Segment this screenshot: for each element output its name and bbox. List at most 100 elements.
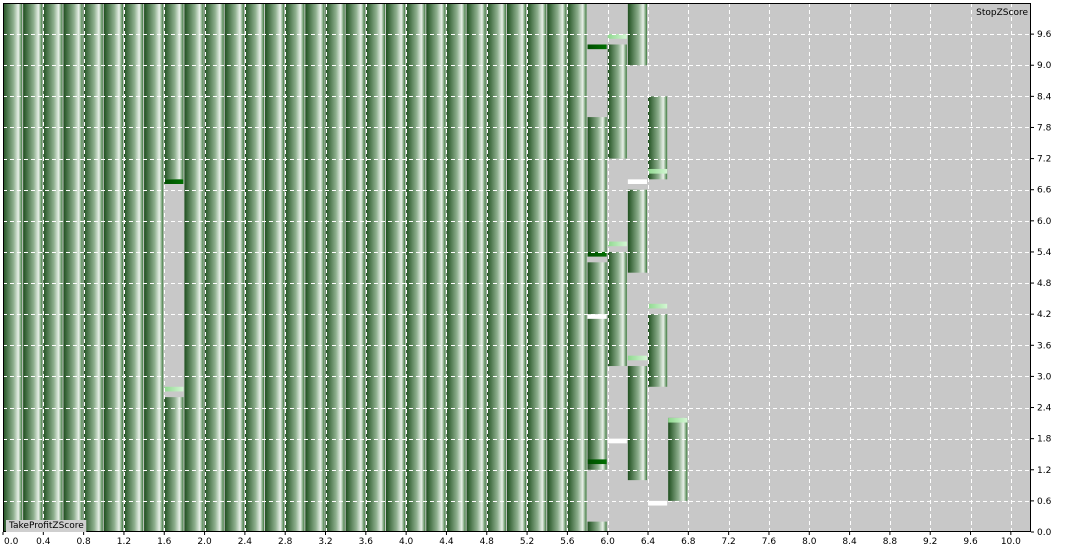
y-tick-label: 2.4 xyxy=(1037,404,1052,414)
x-tick-label: 4.8 xyxy=(480,537,495,547)
y-tick-label: 8.4 xyxy=(1037,92,1052,102)
y-axis-label: StopZScore xyxy=(976,8,1028,18)
highlight-cell xyxy=(607,34,627,39)
heatmap-cell xyxy=(164,397,184,532)
x-tick-label: 8.4 xyxy=(842,537,857,547)
heatmap-cells xyxy=(3,3,688,532)
y-tick-label: 3.0 xyxy=(1037,372,1052,382)
highlight-cell xyxy=(648,303,668,309)
y-axis-ticks: 0.0 0.6 1.2 1.8 2.4 3.0 3.6 4.2 4.8 5.4 6.0 6.6 7.2 7… xyxy=(1031,30,1052,538)
heatmap-cell xyxy=(305,3,325,532)
x-tick-label: 2.4 xyxy=(238,537,253,547)
x-tick-label: 7.2 xyxy=(721,537,735,547)
heatmap-cell xyxy=(345,3,365,532)
highlight-cell xyxy=(648,500,668,506)
heatmap-cell xyxy=(587,262,607,470)
y-tick-label: 7.8 xyxy=(1037,123,1052,133)
heatmap-cell xyxy=(668,417,688,501)
x-tick-label: 9.6 xyxy=(963,537,978,547)
highlight-cell xyxy=(587,251,607,257)
heatmap-cell xyxy=(265,3,285,532)
heatmap-cell xyxy=(627,189,648,273)
highlight-cell xyxy=(164,179,184,185)
y-tick-label: 5.4 xyxy=(1037,248,1052,258)
x-tick-label: 9.2 xyxy=(923,537,937,547)
x-tick-label: 4.4 xyxy=(439,537,454,547)
highlight-cell xyxy=(648,168,668,174)
x-tick-label: 10.0 xyxy=(1001,537,1021,547)
heatmap-cell xyxy=(406,3,426,532)
heatmap-cell xyxy=(627,3,648,66)
highlight-cell xyxy=(668,417,688,423)
heatmap-cell xyxy=(426,3,446,532)
plot-frame xyxy=(3,3,1031,532)
heatmap-cell xyxy=(446,3,466,532)
heatmap-cell xyxy=(385,3,406,532)
heatmap-cell xyxy=(607,44,627,159)
x-tick-label: 5.6 xyxy=(560,537,575,547)
grid-lines xyxy=(3,3,1031,533)
x-tick-label: 3.2 xyxy=(318,537,332,547)
heatmap-cell xyxy=(204,3,224,532)
y-tick-label: 6.6 xyxy=(1037,186,1052,196)
heatmap-cell xyxy=(607,251,627,367)
heatmap-cell xyxy=(466,3,486,532)
x-tick-label: 1.2 xyxy=(117,537,131,547)
heatmap-cell xyxy=(63,3,83,532)
y-tick-label: 1.8 xyxy=(1037,435,1052,445)
heatmap-cell xyxy=(627,366,648,481)
highlight-cell xyxy=(607,438,627,444)
x-tick-label: 8.0 xyxy=(802,537,817,547)
x-axis-label: TakeProfitZScore xyxy=(8,521,84,531)
highlight-cell xyxy=(587,314,607,319)
highlight-cell xyxy=(627,179,648,185)
x-axis-ticks: 0.0 0.4 0.8 1.2 1.6 2.0 2.4 2.8 3.2 3.6 4.0 4.4 4.8 5… xyxy=(2,532,1021,547)
heatmap-cell xyxy=(648,314,668,387)
heatmap-cell xyxy=(587,117,607,252)
highlight-cell xyxy=(587,44,607,50)
heatmap-cell xyxy=(244,3,265,532)
x-tick-label: 3.6 xyxy=(359,537,374,547)
heatmap-cell xyxy=(3,3,23,532)
highlight-cell xyxy=(164,386,184,392)
x-tick-label: 0.4 xyxy=(36,537,51,547)
y-tick-label: 4.2 xyxy=(1037,310,1051,320)
x-tick-label: 6.4 xyxy=(641,537,656,547)
heatmap-cell xyxy=(103,3,123,532)
heatmap-cell xyxy=(486,3,506,532)
heatmap-cell xyxy=(527,3,547,532)
y-tick-label: 9.0 xyxy=(1037,61,1052,71)
heatmap-cell xyxy=(325,3,345,532)
highlight-cell xyxy=(587,459,607,465)
heatmap-cell xyxy=(648,96,668,180)
x-tick-label: 5.2 xyxy=(520,537,534,547)
highlight-cell xyxy=(607,241,627,247)
y-tick-label: 1.2 xyxy=(1037,466,1051,476)
heatmap-cell xyxy=(506,3,527,532)
y-tick-label: 6.0 xyxy=(1037,217,1052,227)
y-tick-label: 4.8 xyxy=(1037,279,1052,289)
x-axis-label-background xyxy=(6,520,87,532)
y-tick-label: 9.6 xyxy=(1037,30,1052,40)
heatmap-cell xyxy=(567,3,587,532)
heatmap-cell xyxy=(123,3,144,532)
heatmap-cell xyxy=(184,3,204,532)
y-tick-label: 0.0 xyxy=(1037,528,1052,538)
heatmap-cell xyxy=(43,3,63,532)
heatmap-cell xyxy=(224,3,244,532)
x-tick-label: 6.8 xyxy=(681,537,696,547)
highlight-cell xyxy=(627,355,648,361)
x-tick-label: 8.8 xyxy=(883,537,898,547)
x-tick-label: 6.0 xyxy=(601,537,616,547)
x-tick-label: 1.6 xyxy=(157,537,172,547)
heatmap-cell xyxy=(547,3,567,532)
heatmap-cell xyxy=(164,3,184,180)
heatmap-cell xyxy=(23,3,43,532)
heatmap-cell xyxy=(83,3,103,532)
x-tick-label: 7.6 xyxy=(762,537,777,547)
y-tick-label: 7.2 xyxy=(1037,155,1051,165)
x-tick-label: 2.8 xyxy=(278,537,293,547)
heatmap-cell xyxy=(365,3,385,532)
heatmap-cell xyxy=(587,521,607,532)
